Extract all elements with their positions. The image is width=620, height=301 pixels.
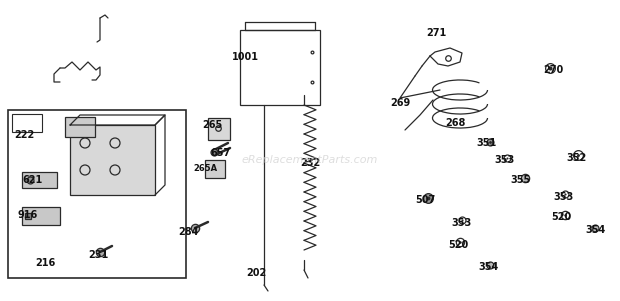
Text: 265A: 265A [193,164,217,173]
Text: 355: 355 [510,175,530,185]
Text: 271: 271 [426,28,446,38]
Text: 284: 284 [178,227,198,237]
Text: 352: 352 [566,153,587,163]
Text: 916: 916 [18,210,38,220]
Bar [12,114,42,132]
Bar [208,118,230,140]
Text: 216: 216 [35,258,55,268]
Text: 353: 353 [494,155,514,165]
Text: eReplacementParts.com: eReplacementParts.com [242,155,378,165]
Text: 1001: 1001 [232,52,259,62]
Bar [22,172,57,188]
Bar [205,160,225,178]
Text: 231: 231 [88,250,108,260]
Bar [8,110,186,278]
Text: 268: 268 [445,118,466,128]
Bar [240,30,320,105]
Text: 353: 353 [553,192,574,202]
Text: 353: 353 [451,218,471,228]
Text: 354: 354 [585,225,605,235]
Text: 657: 657 [210,148,230,158]
Text: 351: 351 [476,138,496,148]
Text: 621: 621 [22,175,42,185]
Bar [22,207,60,225]
Text: 520: 520 [551,212,571,222]
Bar [65,117,95,137]
Text: 507: 507 [415,195,435,205]
Text: 232: 232 [300,158,321,168]
Text: 520: 520 [448,240,468,250]
Text: 270: 270 [543,65,563,75]
Bar [70,125,155,195]
Text: 222: 222 [14,130,34,140]
Text: 265: 265 [202,120,222,130]
Text: 269: 269 [390,98,410,108]
Text: 354: 354 [478,262,498,272]
Text: 202: 202 [246,268,266,278]
